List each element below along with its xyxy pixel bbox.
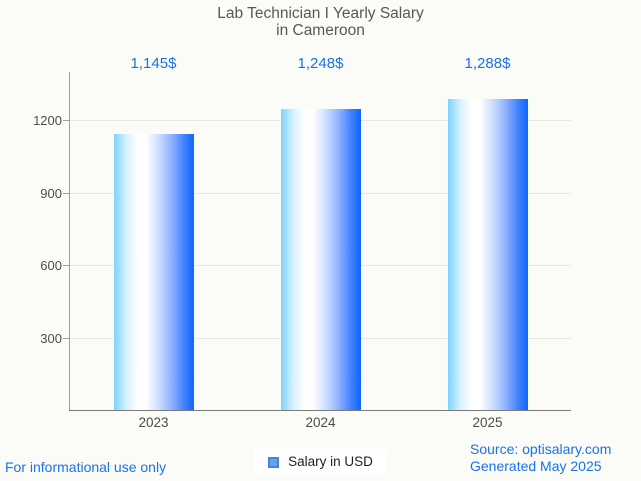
plot-area: [63, 72, 571, 411]
value-label-2023: 1,145$: [130, 55, 177, 72]
y-axis-label-1200: 1200: [33, 113, 62, 129]
chart-title: Lab Technician I Yearly Salary in Camero…: [0, 5, 641, 39]
y-axis-line: [69, 72, 70, 410]
source-credit: Source: optisalary.com Generated May 202…: [470, 441, 611, 475]
x-axis-baseline: [69, 410, 571, 411]
y-axis-label-900: 900: [40, 185, 62, 201]
x-axis-label-2025: 2025: [472, 415, 503, 430]
y-tick-300: [63, 337, 70, 339]
bar-2023[interactable]: [113, 133, 194, 410]
bar-2025[interactable]: [447, 99, 528, 410]
y-tick-600: [63, 265, 70, 267]
chart-title-line1: Lab Technician I Yearly Salary: [217, 5, 424, 22]
chart-title-line2: in Cameroon: [276, 22, 365, 39]
x-axis-label-2024: 2024: [305, 415, 336, 430]
value-label-2025: 1,288$: [464, 55, 511, 72]
y-tick-900: [63, 192, 70, 194]
legend-swatch-icon: [268, 456, 280, 468]
y-tick-1200: [63, 120, 70, 122]
bar-2024[interactable]: [280, 108, 361, 410]
x-axis-label-2023: 2023: [138, 415, 169, 430]
y-axis-label-600: 600: [40, 258, 62, 274]
y-axis-label-300: 300: [40, 330, 62, 346]
value-label-2024: 1,248$: [297, 55, 344, 72]
legend: Salary in USD: [0, 449, 641, 475]
legend-item: Salary in USD: [254, 449, 387, 475]
disclaimer-text: For informational use only: [5, 459, 167, 475]
generated-date: Generated May 2025: [470, 458, 602, 474]
legend-label: Salary in USD: [288, 454, 373, 469]
source-link[interactable]: Source: optisalary.com: [470, 441, 612, 457]
